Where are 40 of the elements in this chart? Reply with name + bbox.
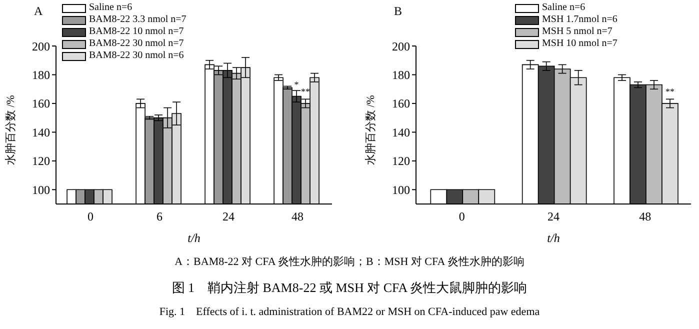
text: A：BAM8-22 对 CFA 炎性水肿的影响；B：MSH 对 CFA 炎性水肿的影响 bbox=[174, 255, 526, 270]
y-tick-label: 100 bbox=[392, 182, 410, 197]
y-tick-label: 180 bbox=[32, 68, 50, 82]
data-label: ** bbox=[301, 86, 311, 96]
legend-label: BAM8-22 30 nmol n=7 bbox=[89, 38, 184, 50]
y-tick-label: 120 bbox=[392, 154, 410, 168]
y-tick-label: 140 bbox=[392, 125, 410, 140]
x-axis-title: t/h bbox=[547, 231, 560, 245]
y-tick-label: 200 bbox=[392, 39, 410, 54]
legend-label: Saline n=6 bbox=[89, 2, 132, 14]
legend-label: Saline n=6 bbox=[542, 2, 586, 14]
legend-label: BAM8-22 3.3 nmol n=7 bbox=[89, 14, 186, 26]
legend-label: BAM8-22 10 nmol n=7 bbox=[89, 26, 184, 38]
legend-label: BAM8-22 30 nmol n=6 bbox=[89, 50, 184, 62]
legend-label: MSH 5 nmol n=7 bbox=[542, 26, 612, 38]
x-tick-label: 0 bbox=[458, 210, 465, 224]
y-axis-title: 水肿百分数 /% bbox=[4, 95, 17, 165]
x-axis-title: t/h bbox=[188, 231, 200, 245]
y-tick-label: 100 bbox=[32, 182, 50, 197]
caption: 图 1 鞘内注射 BAM8-22 或 MSH 对 CFA 炎性大鼠脚肿的影响 bbox=[170, 279, 528, 297]
legend-label: MSH 10 nmol n=7 bbox=[542, 38, 618, 50]
chart-title: A bbox=[34, 4, 43, 19]
x-tick-label: 24 bbox=[548, 210, 560, 224]
x-tick-label: 24 bbox=[222, 210, 234, 224]
y-tick-label: 140 bbox=[32, 125, 50, 140]
x-tick-label: 0 bbox=[88, 210, 94, 224]
caption: Fig. 1 Effects of i. t. administration of BAM22 or MSH on CFA-induced paw edema bbox=[158, 305, 541, 320]
y-tick-label: 180 bbox=[392, 68, 410, 82]
y-tick-label: 160 bbox=[392, 96, 410, 111]
legend-label: MSH 1.7nmol n=6 bbox=[542, 14, 618, 26]
x-tick-label: 6 bbox=[156, 210, 162, 224]
y-tick-label: 200 bbox=[32, 39, 50, 54]
y-axis-title: 水肿百分数 /% bbox=[364, 95, 377, 165]
x-tick-label: 48 bbox=[639, 210, 652, 224]
y-tick-label: 160 bbox=[32, 96, 50, 111]
x-tick-label: 48 bbox=[292, 210, 304, 224]
chart-title: B bbox=[394, 4, 402, 19]
y-tick-label: 120 bbox=[32, 154, 50, 168]
data-label: * bbox=[294, 79, 300, 90]
data-label: ** bbox=[666, 86, 675, 96]
